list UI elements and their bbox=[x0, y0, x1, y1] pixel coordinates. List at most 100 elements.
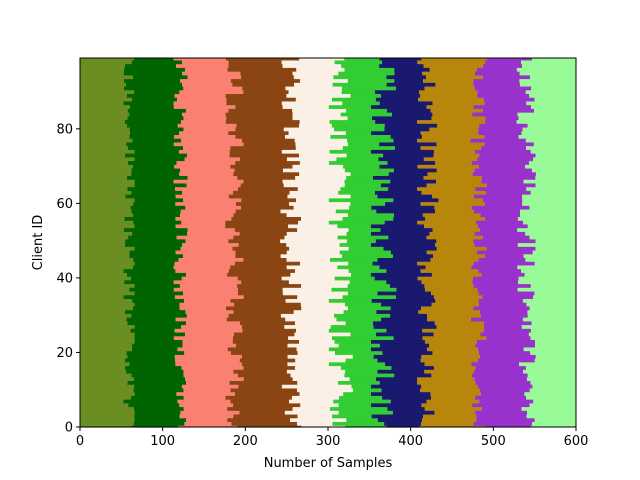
bar-client-2-segment-6 bbox=[377, 417, 423, 423]
bar-client-7-segment-1 bbox=[123, 399, 178, 404]
bar-client-55-segment-1 bbox=[133, 220, 182, 225]
bar-client-17-segment-2 bbox=[175, 361, 242, 367]
bar-client-11-segment-3 bbox=[238, 384, 282, 389]
bar-client-10-segment-6 bbox=[381, 387, 421, 393]
bar-client-52-segment-6 bbox=[370, 231, 430, 236]
bar-client-68-segment-1 bbox=[131, 171, 180, 177]
bar-client-2-segment-2 bbox=[185, 417, 228, 423]
bar-client-82-segment-6 bbox=[375, 119, 418, 124]
bar-client-14-segment-1 bbox=[131, 372, 184, 378]
bar-client-12-segment-6 bbox=[379, 380, 418, 385]
bar-client-17-segment-5 bbox=[328, 361, 385, 367]
bar-client-6-segment-4 bbox=[300, 402, 339, 408]
bar-client-22-segment-0 bbox=[80, 343, 133, 348]
bar-client-84-segment-4 bbox=[292, 112, 341, 117]
bar-client-47-segment-0 bbox=[80, 249, 130, 255]
bar-client-86-segment-2 bbox=[173, 104, 236, 109]
bar-client-33-segment-0 bbox=[80, 302, 135, 307]
bar-client-65-segment-7 bbox=[426, 182, 487, 188]
bar-client-16-segment-3 bbox=[243, 365, 296, 370]
bar-client-79-segment-7 bbox=[420, 130, 479, 136]
bar-client-95-segment-2 bbox=[182, 71, 241, 76]
bar-client-62-segment-5 bbox=[350, 194, 378, 199]
bar-client-72-segment-6 bbox=[378, 156, 424, 162]
bar-client-55-segment-0 bbox=[80, 220, 134, 225]
bar-client-18-segment-6 bbox=[377, 358, 421, 363]
bar-client-71-segment-1 bbox=[127, 160, 177, 165]
bar-client-41-segment-4 bbox=[290, 272, 352, 277]
bar-client-65-segment-3 bbox=[240, 182, 284, 188]
bar-client-53-segment-0 bbox=[80, 227, 124, 232]
bar-client-6-segment-5 bbox=[338, 402, 371, 408]
bar-client-78-segment-1 bbox=[129, 134, 175, 139]
bar-client-3-segment-3 bbox=[233, 413, 298, 419]
bar-client-3-segment-1 bbox=[134, 413, 180, 419]
bar-client-9-segment-9 bbox=[524, 391, 576, 396]
bar-client-64-segment-3 bbox=[237, 186, 298, 191]
bar-client-71-segment-5 bbox=[328, 160, 388, 165]
bar-client-62-segment-7 bbox=[432, 194, 474, 199]
bar-client-3-segment-0 bbox=[80, 413, 135, 419]
bar-client-89-segment-1 bbox=[126, 93, 175, 98]
bar-client-43-segment-6 bbox=[379, 264, 426, 270]
bar-client-22-segment-4 bbox=[287, 343, 339, 348]
bar-client-23-segment-8 bbox=[476, 339, 536, 344]
bar-client-73-segment-4 bbox=[299, 153, 347, 158]
bar-client-34-segment-7 bbox=[435, 298, 479, 303]
bar-client-21-segment-0 bbox=[80, 346, 132, 352]
bar-client-68-segment-8 bbox=[472, 171, 536, 177]
bar-client-32-segment-3 bbox=[225, 305, 302, 311]
bar-client-76-segment-0 bbox=[80, 141, 127, 147]
bar-client-66-segment-0 bbox=[80, 179, 135, 184]
bar-client-33-segment-7 bbox=[431, 302, 479, 307]
bar-client-77-segment-0 bbox=[80, 138, 133, 143]
bar-client-79-segment-6 bbox=[370, 130, 421, 136]
bar-client-31-segment-9 bbox=[527, 309, 576, 314]
bar-client-88-segment-9 bbox=[534, 97, 576, 102]
bar-client-26-segment-8 bbox=[484, 328, 531, 333]
bar-client-41-segment-0 bbox=[80, 272, 127, 277]
bar-client-79-segment-2 bbox=[179, 130, 229, 136]
bar-client-2-segment-3 bbox=[227, 417, 291, 423]
bar-client-14-segment-6 bbox=[394, 372, 432, 378]
bar-client-32-segment-8 bbox=[473, 305, 530, 311]
bar-client-2-segment-0 bbox=[80, 417, 135, 423]
bar-client-26-segment-4 bbox=[296, 328, 329, 333]
bar-client-90-segment-4 bbox=[288, 89, 342, 95]
bar-client-16-segment-6 bbox=[391, 365, 435, 370]
bar-client-8-segment-1 bbox=[131, 395, 184, 400]
bar-client-61-segment-4 bbox=[296, 197, 329, 203]
bar-client-13-segment-5 bbox=[349, 376, 376, 382]
bar-client-44-segment-3 bbox=[235, 261, 301, 266]
bar-client-45-segment-1 bbox=[133, 257, 179, 262]
bar-client-52-segment-5 bbox=[346, 231, 371, 236]
bar-client-70-segment-6 bbox=[379, 164, 418, 169]
bar-client-64-segment-4 bbox=[297, 186, 341, 191]
bar-client-50-segment-7 bbox=[436, 238, 474, 244]
bar-client-96-segment-8 bbox=[476, 67, 517, 72]
bar-client-91-segment-8 bbox=[474, 85, 532, 91]
bar-client-25-segment-4 bbox=[294, 331, 351, 337]
bar-client-37-segment-9 bbox=[517, 287, 576, 292]
bar-client-12-segment-7 bbox=[417, 380, 476, 385]
bar-client-27-segment-6 bbox=[373, 324, 437, 329]
bar-client-35-segment-0 bbox=[80, 294, 124, 300]
bar-client-74-segment-7 bbox=[433, 149, 475, 154]
bar-client-38-segment-2 bbox=[179, 283, 238, 288]
bar-client-33-segment-2 bbox=[179, 302, 235, 307]
bar-client-55-segment-2 bbox=[181, 220, 226, 225]
bar-client-59-segment-4 bbox=[293, 205, 350, 210]
bar-client-17-segment-4 bbox=[287, 361, 329, 367]
bar-client-49-segment-8 bbox=[474, 242, 518, 247]
bar-client-31-segment-8 bbox=[479, 309, 528, 314]
bar-client-85-segment-8 bbox=[482, 108, 535, 113]
bar-client-70-segment-8 bbox=[478, 164, 526, 169]
bar-client-60-segment-4 bbox=[288, 201, 351, 206]
bar-client-1-segment-6 bbox=[384, 421, 422, 426]
bar-client-29-segment-1 bbox=[126, 317, 176, 322]
bar-client-92-segment-7 bbox=[435, 82, 474, 87]
bar-client-56-segment-6 bbox=[393, 216, 426, 221]
bar-client-79-segment-8 bbox=[478, 130, 522, 136]
bar-client-64-segment-6 bbox=[388, 186, 418, 191]
bar-client-39-segment-4 bbox=[288, 279, 350, 285]
